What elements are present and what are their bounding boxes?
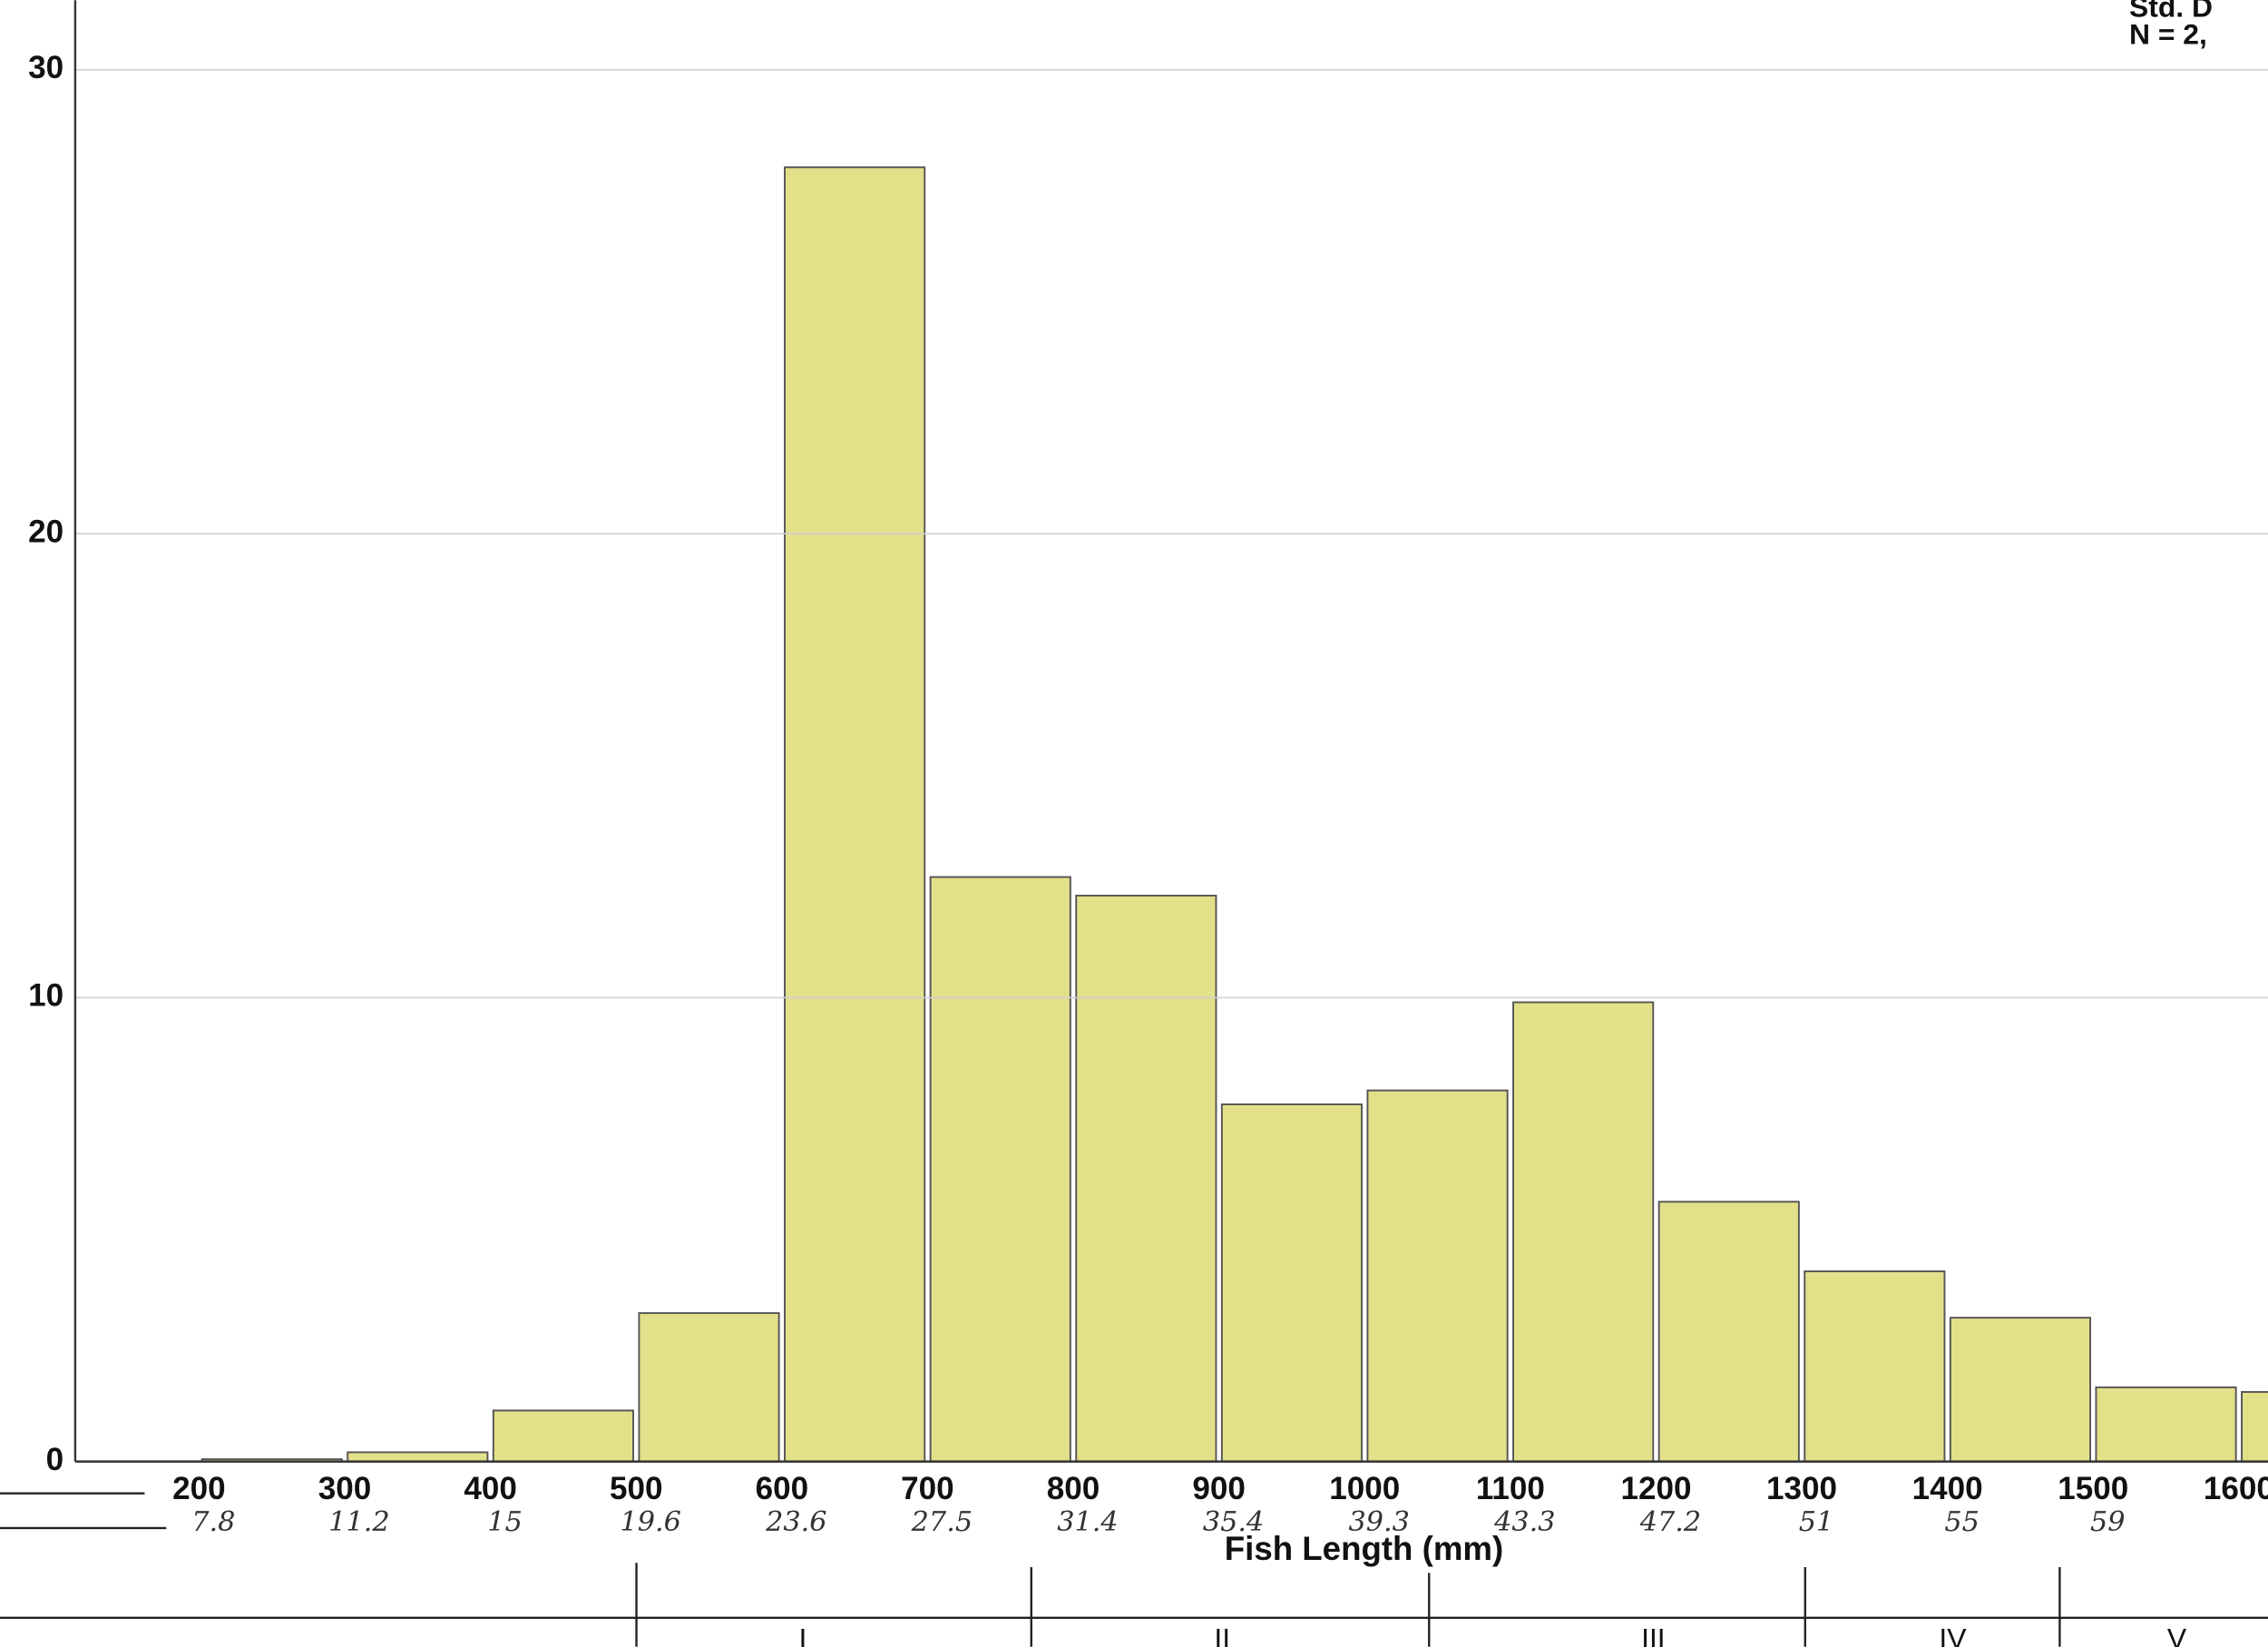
secondary-label: 11.2	[328, 1506, 389, 1538]
bar	[2241, 1390, 2268, 1463]
x-tick-label: 300	[318, 1471, 372, 1506]
secondary-label: 51	[1799, 1506, 1834, 1538]
bar	[1220, 1103, 1364, 1463]
age-class-label: III	[1641, 1622, 1666, 1647]
secondary-label: 19.6	[620, 1506, 680, 1538]
x-tick-label: 1500	[2058, 1471, 2128, 1506]
x-tick-label: 1300	[1766, 1471, 1837, 1506]
age-class-label: V	[2167, 1622, 2187, 1647]
age-class-label: II	[1214, 1622, 1230, 1647]
bar	[347, 1451, 489, 1463]
bar	[1075, 894, 1217, 1463]
bar	[492, 1409, 635, 1463]
x-tick-label: 400	[464, 1471, 517, 1506]
y-tick-label: 0	[46, 1442, 64, 1477]
secondary-label: 23.6	[765, 1506, 826, 1538]
y-tick-label: 30	[28, 50, 64, 85]
age-class-bracket	[0, 1492, 2268, 1647]
bar	[638, 1312, 780, 1463]
x-tick-label: 1000	[1329, 1471, 1400, 1506]
x-tick-label: 900	[1192, 1471, 1246, 1506]
x-tick-label: 800	[1047, 1471, 1100, 1506]
x-tick-label: 1400	[1912, 1471, 1983, 1506]
x-tick-label: 1100	[1476, 1471, 1545, 1506]
bar	[1804, 1270, 1946, 1463]
secondary-label: 47.2	[1639, 1506, 1701, 1538]
x-tick-label: 500	[610, 1471, 663, 1506]
bar	[1657, 1201, 1800, 1463]
x-tick-label: 1200	[1620, 1471, 1691, 1506]
bar	[929, 876, 1071, 1463]
age-class-label: IV	[1939, 1622, 1967, 1647]
secondary-label: 27.5	[911, 1506, 973, 1538]
y-tick-label: 20	[28, 514, 64, 549]
secondary-label: 31.4	[1057, 1506, 1118, 1538]
x-axis-label: Fish Length (mm)	[1225, 1530, 1503, 1567]
plot-area	[200, 166, 2268, 1463]
bar	[1949, 1317, 2092, 1463]
x-tick-label: 200	[172, 1471, 226, 1506]
stat-label: N = 2,	[2129, 18, 2207, 51]
bar	[1512, 1001, 1655, 1463]
x-tick-label: 1600	[2204, 1471, 2268, 1506]
y-tick-label: 10	[28, 978, 64, 1014]
secondary-label: 7.8	[191, 1506, 235, 1538]
secondary-label: 59	[2090, 1506, 2126, 1538]
secondary-label: 55	[1944, 1506, 1980, 1538]
stat-label: Std. D	[2129, 0, 2213, 23]
secondary-label: 15	[487, 1506, 523, 1538]
secondary-label: 43.3	[1493, 1506, 1555, 1538]
x-tick-label: 600	[756, 1471, 809, 1506]
bar	[784, 166, 926, 1463]
bar	[2095, 1386, 2237, 1463]
age-class-label: I	[798, 1622, 807, 1647]
secondary-label: 35.4	[1203, 1506, 1264, 1538]
secondary-label: 39.3	[1348, 1506, 1409, 1538]
bar	[1366, 1089, 1509, 1463]
x-tick-label: 700	[901, 1471, 954, 1506]
